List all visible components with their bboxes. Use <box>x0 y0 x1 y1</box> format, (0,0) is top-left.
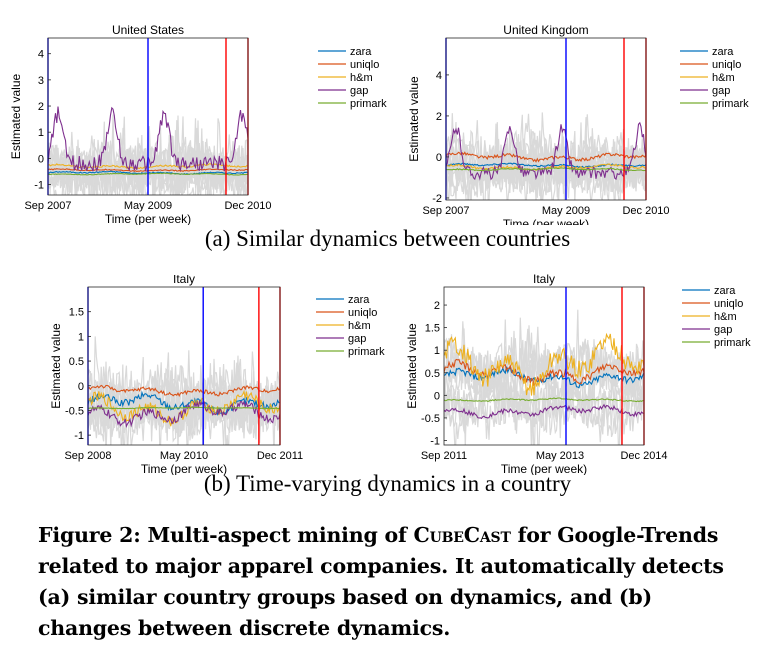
y-tick-label: 4 <box>38 49 44 61</box>
figure-caption: Figure 2: Multi-aspect mining of CubeCas… <box>38 520 750 644</box>
chart-title: Italy <box>533 272 555 286</box>
x-tick-label: May 2009 <box>542 205 590 217</box>
y-tick-label: -0.5 <box>65 405 84 417</box>
series-line-hm <box>444 332 644 396</box>
legend-label: gap <box>348 333 366 345</box>
x-tick-label: Sep 2011 <box>421 450 467 462</box>
x-tick-label: Dec 2014 <box>620 450 667 462</box>
x-tick-label: Sep 2008 <box>64 450 111 462</box>
chart-italy-2011: Italy -1 -0.5 0 0.5 1 1.5 2 Sep 2011 May 2013 Dec … <box>405 272 751 475</box>
x-axis-label: Time (per week) <box>141 462 227 475</box>
legend-label: primark <box>348 346 385 358</box>
y-tick-label: -0.5 <box>421 413 440 425</box>
y-tick-label: 1 <box>78 331 84 343</box>
chart-title: Italy <box>173 275 195 286</box>
y-axis-label: Estimated value <box>405 323 419 409</box>
background-series-line <box>88 356 280 441</box>
series-line-zara <box>444 366 644 389</box>
subcaption-a: (a) Similar dynamics between countries <box>204 226 571 251</box>
series-line-gap <box>88 400 280 428</box>
y-tick-label: 0 <box>38 153 44 165</box>
legend-label: gap <box>714 324 732 336</box>
series-line-primark <box>446 167 646 172</box>
legend-label: zara <box>714 285 736 297</box>
series-line-uniqlo <box>88 384 280 397</box>
series-line-zara <box>446 162 646 169</box>
y-tick-label: 1 <box>38 127 44 139</box>
legend-label: gap <box>350 85 368 97</box>
figure-caption-suffix: for Google-Trends related to major appar… <box>38 523 724 640</box>
legend-label: uniqlo <box>350 59 379 71</box>
y-axis-label: Estimated value <box>9 73 23 159</box>
y-tick-label: 0.5 <box>425 368 440 380</box>
y-tick-label: 2 <box>38 101 44 113</box>
legend-label: zara <box>348 294 370 306</box>
series-line-hm <box>88 389 280 427</box>
legend-label: primark <box>350 98 387 110</box>
background-series-line <box>444 351 644 445</box>
y-tick-label: 4 <box>436 70 442 82</box>
x-tick-label: Dec 2010 <box>224 200 271 212</box>
legend-label: primark <box>714 337 751 349</box>
y-axis-label: Estimated value <box>407 76 421 162</box>
y-tick-label: -2 <box>432 193 442 205</box>
chart-italy-2008: Italy -1 -0.5 0 0.5 1 1.5 Sep 2008 May 2010 Dec 2… <box>49 275 385 475</box>
x-axis-label: Time (per week) <box>501 462 587 475</box>
legend-label: uniqlo <box>712 59 741 71</box>
axes-frame <box>443 286 645 446</box>
x-tick-label: Dec 2010 <box>622 205 669 217</box>
x-tick-label: Sep 2007 <box>24 200 71 212</box>
y-axis-label: Estimated value <box>49 323 63 409</box>
plot-area <box>444 309 644 445</box>
x-tick-label: May 2010 <box>160 450 208 462</box>
axes-frame <box>445 37 647 201</box>
axes-frame <box>87 286 281 446</box>
axes-frame <box>47 37 249 196</box>
y-tick-label: -1 <box>74 430 84 442</box>
y-tick-label: 1 <box>434 345 440 357</box>
legend-label: h&m <box>712 72 735 84</box>
legend-label: zara <box>712 46 734 58</box>
y-tick-label: 0 <box>436 152 442 164</box>
legend-label: uniqlo <box>348 307 377 319</box>
y-tick-label: 1.5 <box>425 323 440 335</box>
y-tick-label: 2 <box>436 111 442 123</box>
y-tick-label: 0.5 <box>69 356 84 368</box>
chart-united-kingdom: United Kingdom -2 0 2 4 Sep 2007 May 2009 Dec 2… <box>407 23 749 225</box>
series-line-primark <box>88 406 280 410</box>
plot-area <box>446 112 646 200</box>
legend-label: gap <box>712 85 730 97</box>
y-tick-label: 0 <box>78 381 84 393</box>
chart-united-states: United States -1 0 1 2 3 4 Sep 2007 May 2009 Dec … <box>9 23 387 225</box>
y-tick-label: -1 <box>430 435 440 447</box>
subcaption-b: (b) Time-varying dynamics in a country <box>203 471 572 496</box>
series-line-gap <box>444 403 644 420</box>
y-tick-label: 3 <box>38 75 44 87</box>
legend-label: h&m <box>350 72 373 84</box>
plot-area <box>88 336 280 445</box>
method-name: CubeCast <box>413 523 511 547</box>
legend-label: uniqlo <box>714 298 743 310</box>
x-tick-label: Dec 2011 <box>257 450 303 462</box>
chart-title: United States <box>112 23 184 37</box>
x-axis-label: Time (per week) <box>105 212 191 225</box>
legend-label: zara <box>350 46 372 58</box>
x-tick-label: Sep 2007 <box>422 205 469 217</box>
series-line-uniqlo <box>446 151 646 163</box>
y-tick-label: 1.5 <box>69 307 84 319</box>
y-tick-label: -1 <box>34 180 44 192</box>
chart-title: United Kingdom <box>503 23 588 37</box>
x-axis-label: Time (per week) <box>503 217 589 225</box>
legend-label: h&m <box>348 320 371 332</box>
y-tick-label: 0 <box>434 390 440 402</box>
figure-caption-prefix: Figure 2: Multi-aspect mining of <box>38 523 414 547</box>
y-tick-label: 2 <box>434 300 440 312</box>
legend-label: h&m <box>714 311 737 323</box>
x-tick-label: May 2009 <box>124 200 172 212</box>
series-line-primark <box>444 397 644 403</box>
x-tick-label: May 2013 <box>536 450 584 462</box>
legend-label: primark <box>712 98 749 110</box>
